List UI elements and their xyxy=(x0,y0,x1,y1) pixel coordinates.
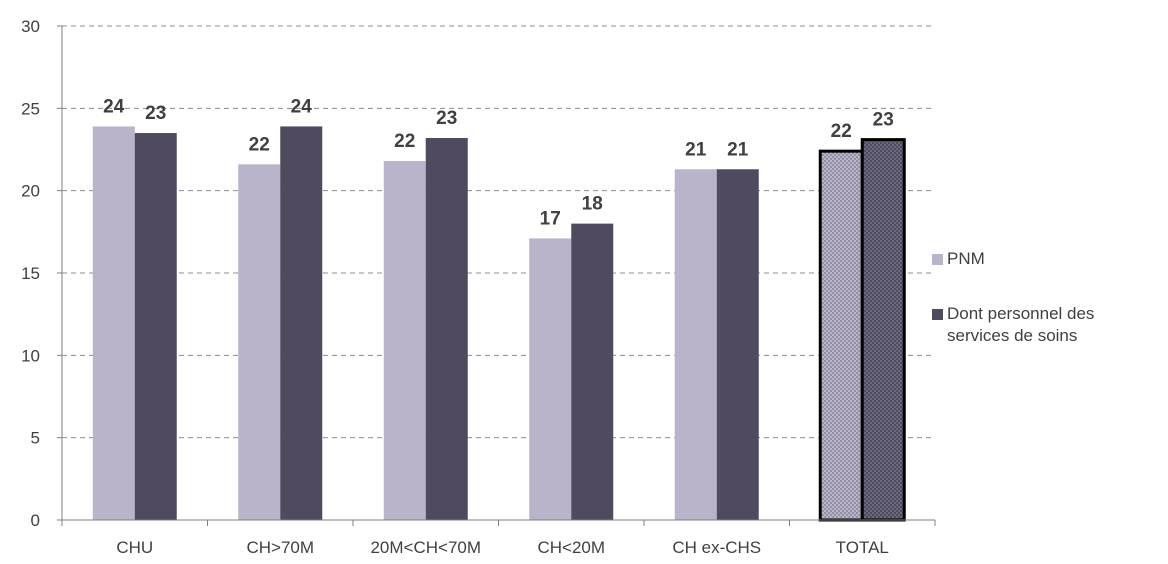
data-label-ch-ex-chs-series-2: 21 xyxy=(727,139,749,160)
data-label-ch-20m-series-1: 17 xyxy=(540,208,561,229)
legend-label-pnm: PNM xyxy=(947,249,985,268)
data-label-ch-ex-chs-series-1: 21 xyxy=(685,139,707,160)
data-label-chu-series-1: 24 xyxy=(103,96,125,117)
x-tick-label-20m-ch-70m: 20M<CH<70M xyxy=(370,538,481,557)
legend-swatch-pnm xyxy=(932,254,943,265)
x-tick-label-total: TOTAL xyxy=(836,538,889,557)
data-label-total-series-2: 23 xyxy=(873,110,894,131)
bar-ch-20m-series-2 xyxy=(571,223,614,520)
y-tick-label-5: 5 xyxy=(31,429,40,448)
y-tick-label-15: 15 xyxy=(21,264,40,283)
data-label-ch-70m-series-2: 24 xyxy=(291,96,313,117)
bar-ch-70m-series-1 xyxy=(238,164,281,520)
y-tick-label-20: 20 xyxy=(21,182,40,201)
data-label-ch-20m-series-2: 18 xyxy=(582,194,603,215)
bar-ch-ex-chs-series-1 xyxy=(674,169,717,520)
x-tick-label-ch-70m: CH>70M xyxy=(246,538,314,557)
x-tick-label-chu: CHU xyxy=(116,538,153,557)
data-label-20m-ch-70m-series-2: 23 xyxy=(436,108,457,129)
bar-20m-ch-70m-series-1 xyxy=(383,161,426,520)
data-label-chu-series-2: 23 xyxy=(145,103,166,124)
y-tick-label-0: 0 xyxy=(31,511,40,530)
data-label-total-series-1: 22 xyxy=(831,121,852,142)
data-label-ch-70m-series-1: 22 xyxy=(249,134,270,155)
data-label-20m-ch-70m-series-1: 22 xyxy=(394,131,415,152)
bar-ch-ex-chs-series-2 xyxy=(716,169,759,520)
bar-ch-20m-series-1 xyxy=(529,238,572,521)
y-tick-label-25: 25 xyxy=(21,99,40,118)
legend-item-pnm: PNM xyxy=(932,248,1168,270)
legend-swatch-soins xyxy=(932,309,943,320)
y-tick-label-30: 30 xyxy=(21,17,40,36)
legend-item-soins: Dont personnel des services de soins xyxy=(932,303,1168,347)
y-tick-label-10: 10 xyxy=(21,346,40,365)
legend-label-soins: Dont personnel des services de soins xyxy=(947,304,1095,345)
bar-total-series-1 xyxy=(818,149,864,522)
x-tick-label-ch-20m: CH<20M xyxy=(537,538,605,557)
bar-total-series-2 xyxy=(860,138,906,522)
legend: PNM Dont personnel des services de soins xyxy=(932,248,1168,380)
bar-20m-ch-70m-series-2 xyxy=(425,137,468,520)
bar-ch-70m-series-2 xyxy=(280,126,323,521)
bar-chu-series-1 xyxy=(92,126,135,521)
bar-chu-series-2 xyxy=(134,133,177,521)
x-tick-label-ch-ex-chs: CH ex-CHS xyxy=(672,538,761,557)
